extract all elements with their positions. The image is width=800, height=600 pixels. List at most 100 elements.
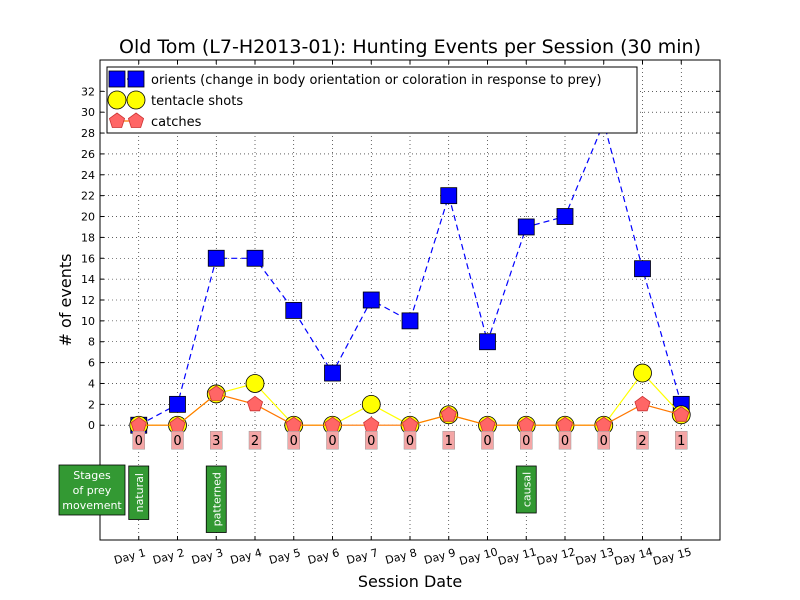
- catch-label-text: 2: [638, 434, 646, 449]
- catch-label-text: 1: [677, 434, 685, 449]
- x-tick-label: Day 11: [497, 545, 538, 568]
- legend-entry: tentacle shots: [107, 90, 243, 110]
- catch-count-label: 1: [675, 430, 688, 450]
- catch-label-text: 0: [328, 434, 336, 449]
- stages-box-line: Stages: [73, 469, 111, 482]
- catch-label-box: [481, 430, 494, 450]
- catch-count-label: 0: [597, 430, 610, 450]
- data-point: [361, 394, 381, 414]
- legend-entry: orients (change in body orientation or c…: [108, 70, 602, 88]
- catch-label-box: [597, 430, 610, 450]
- x-tick-label: Day 2: [151, 546, 185, 567]
- x-tick-label: Day 4: [229, 546, 263, 567]
- data-point: [401, 312, 419, 330]
- y-tick-label: 0: [88, 419, 95, 432]
- y-tick-label: 20: [81, 211, 95, 224]
- data-point: [634, 260, 651, 278]
- data-point: [246, 395, 264, 412]
- catch-label-text: 1: [445, 434, 453, 449]
- legend-marker: [108, 70, 126, 88]
- catch-label-box: [210, 430, 223, 450]
- catch-label-text: 0: [522, 434, 530, 449]
- y-tick-label: 10: [81, 315, 95, 328]
- catch-label-text: 0: [406, 434, 414, 449]
- catch-count-label: 3: [210, 430, 223, 450]
- y-tick-label: 12: [81, 294, 95, 307]
- catch-label-box: [171, 430, 184, 450]
- stage-label: causal: [520, 472, 533, 507]
- catch-label-box: [675, 430, 688, 450]
- x-tick-label: Day 12: [535, 545, 576, 568]
- catch-count-label: 0: [326, 430, 339, 450]
- data-point: [633, 363, 652, 383]
- catch-count-label: 0: [365, 430, 378, 450]
- catch-label-text: 0: [290, 434, 298, 449]
- data-point: [245, 374, 265, 393]
- catch-label-box: [636, 430, 649, 450]
- data-point: [634, 395, 651, 412]
- x-tick-label: Day 13: [574, 545, 615, 568]
- data-point: [207, 249, 225, 267]
- stage-box: [128, 465, 150, 520]
- stage-marker: natural: [128, 465, 150, 520]
- data-point: [285, 302, 303, 319]
- catch-label-text: 2: [251, 434, 259, 449]
- catch-count-label: 0: [558, 430, 572, 450]
- x-tick-label: Day 10: [458, 545, 499, 568]
- x-tick-label: Day 9: [423, 546, 457, 567]
- catch-label-box: [442, 430, 455, 450]
- series-pentagon: [130, 385, 690, 433]
- data-point: [208, 385, 225, 401]
- catch-count-label: 0: [481, 430, 494, 450]
- stage-marker: causal: [515, 465, 537, 514]
- legend-label: tentacle shots: [151, 94, 243, 109]
- data-point: [556, 208, 574, 225]
- x-tick-label: Day 14: [613, 545, 654, 568]
- catch-label-box: [520, 430, 533, 450]
- data-point: [363, 416, 380, 433]
- catch-label-text: 0: [367, 434, 375, 449]
- data-point: [246, 249, 264, 267]
- catch-label-text: 0: [600, 434, 608, 449]
- legend-label: catches: [151, 115, 202, 130]
- legend: orients (change in body orientation or c…: [106, 66, 638, 134]
- y-tick-label: 32: [81, 85, 95, 98]
- data-point: [362, 291, 380, 309]
- data-point: [517, 218, 535, 236]
- legend-frame: [106, 66, 638, 134]
- data-point: [440, 187, 458, 205]
- y-tick-label: 14: [81, 273, 95, 286]
- data-point: [479, 333, 496, 351]
- y-tick-label: 18: [81, 231, 95, 244]
- stage-marker: patterned: [205, 465, 227, 533]
- x-tick-label: Day 15: [652, 545, 693, 568]
- y-tick-label: 28: [81, 127, 95, 140]
- series-line: [138, 120, 682, 426]
- stage-box: [515, 465, 537, 514]
- stages-box: Stages of prey movement: [58, 464, 126, 516]
- y-tick-label: 2: [88, 398, 95, 411]
- y-tick-label: 22: [81, 190, 95, 203]
- series-layer: [129, 114, 691, 435]
- y-axis-label: # of events: [56, 254, 75, 347]
- catch-label-box: [558, 430, 572, 450]
- catch-label-text: 0: [483, 434, 491, 449]
- catch-count-label: 0: [403, 430, 417, 450]
- catch-count-label: 0: [287, 430, 300, 450]
- y-tick-label: 6: [88, 357, 95, 370]
- data-point: [673, 406, 690, 422]
- x-tick-label: Day 8: [384, 546, 418, 567]
- catch-count-label: 0: [171, 430, 184, 450]
- stages-box-line: of prey: [73, 484, 112, 497]
- legend-marker: [127, 112, 145, 128]
- catch-label-box: [287, 430, 300, 450]
- stage-box: [205, 465, 227, 533]
- catch-count-label: 0: [520, 430, 533, 450]
- x-tick-label: Day 5: [268, 546, 302, 567]
- stages-box-bg: [58, 464, 126, 516]
- x-tick-label: Day 1: [113, 546, 147, 567]
- data-point: [324, 364, 341, 382]
- x-tick-label: Day 7: [345, 546, 379, 567]
- legend-marker: [107, 90, 127, 110]
- catch-label-box: [365, 430, 378, 450]
